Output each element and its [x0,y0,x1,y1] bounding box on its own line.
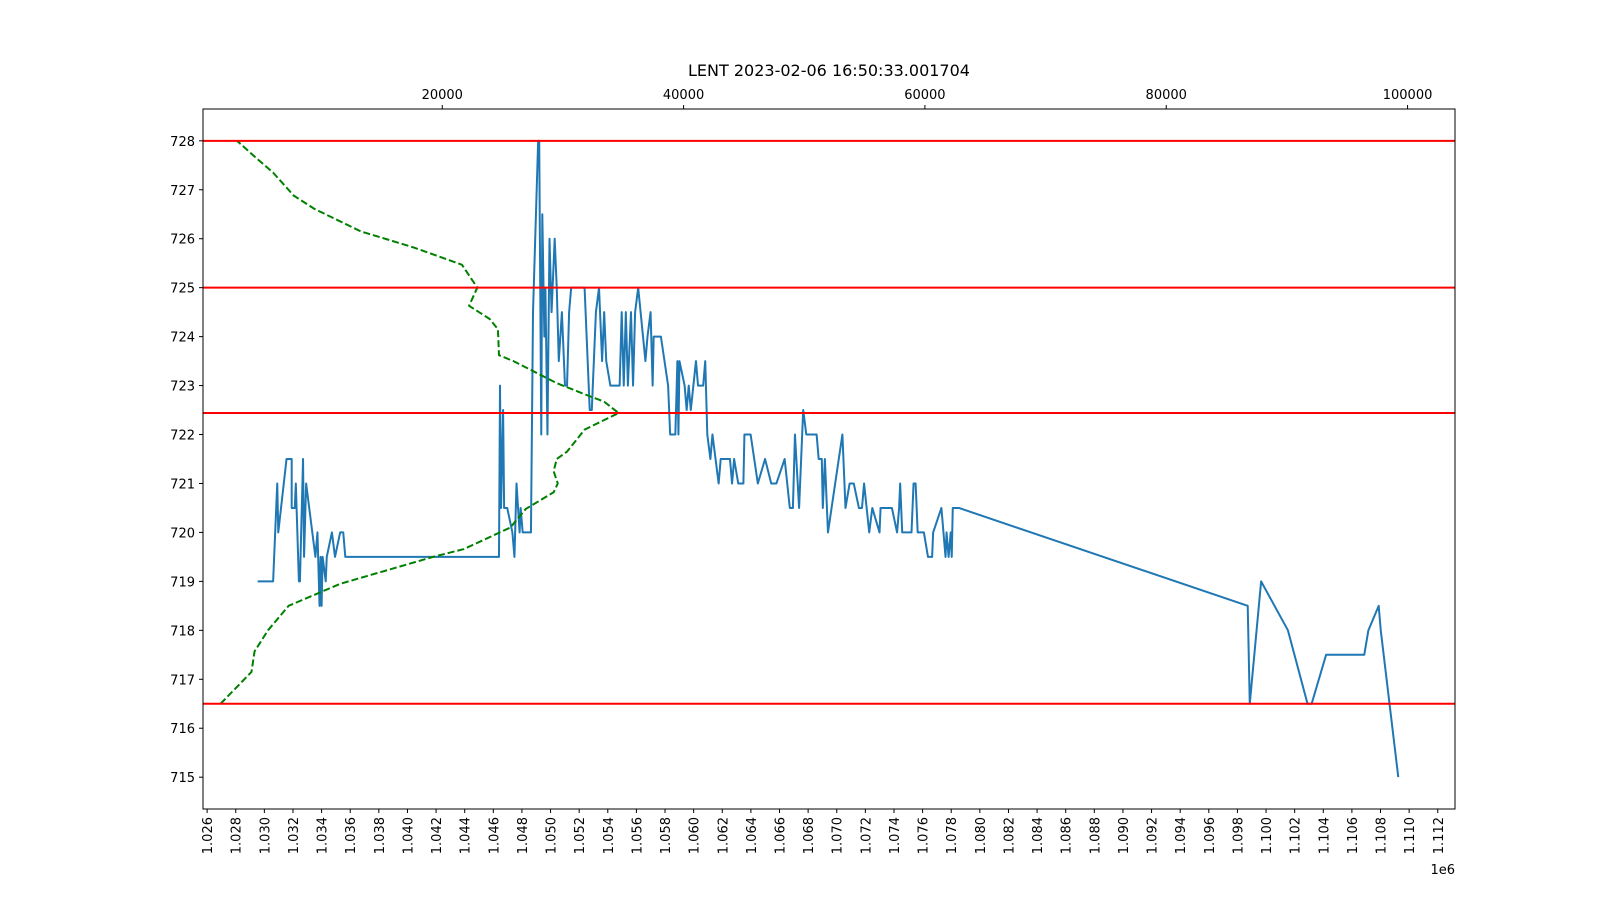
x-tick-label: 1.062 [716,817,731,854]
y-tick-label: 728 [170,135,195,150]
x-tick-label: 1.094 [1174,817,1189,854]
x-tick-label: 1.082 [1002,817,1017,854]
x2-tick-label: 60000 [904,88,945,103]
y-tick-label: 717 [170,673,195,688]
x-tick-label: 1.042 [430,817,445,854]
x-tick-label: 1.052 [573,817,588,854]
plot-frame [202,108,1456,810]
x-tick-label: 1.058 [659,817,674,854]
chart-title: LENT 2023-02-06 16:50:33.001704 [688,61,970,80]
x-tick-label: 1.070 [831,817,846,854]
x2-tick-label: 20000 [422,88,463,103]
x-tick-label: 1.088 [1088,817,1103,854]
x-tick-label: 1.112 [1432,817,1447,854]
y-tick-label: 723 [170,380,195,395]
x-tick-label: 1.098 [1231,817,1246,854]
x2-tick-label: 100000 [1383,88,1433,103]
x-tick-label: 1.090 [1117,817,1132,854]
x-tick-label: 1.106 [1346,817,1361,854]
x-tick-label: 1.072 [859,817,874,854]
x-tick-label: 1.048 [516,817,531,854]
x-tick-label: 1.034 [316,817,331,854]
x-tick-label: 1.100 [1260,817,1275,854]
y-tick-label: 722 [170,429,195,444]
x-tick-label: 1.054 [602,817,617,854]
x-tick-label: 1.096 [1203,817,1218,854]
x-tick-label: 1.110 [1403,817,1418,854]
x-tick-label: 1.036 [344,817,359,854]
x-tick-label: 1.068 [802,817,817,854]
x-tick-label: 1.074 [888,817,903,854]
x-tick-label: 1.080 [974,817,989,854]
x-tick-label: 1.076 [917,817,932,854]
y-tick-label: 721 [170,477,195,492]
x-tick-label: 1.102 [1289,817,1304,854]
y-tick-label: 715 [170,771,195,786]
y-tick-label: 727 [170,184,195,199]
x-tick-label: 1.032 [287,817,302,854]
y-tick-label: 716 [170,722,195,737]
x-tick-label: 1.078 [945,817,960,854]
x-tick-label: 1.030 [258,817,273,854]
y-tick-label: 726 [170,233,195,248]
x-tick-label: 1.064 [745,817,760,854]
x-tick-label: 1.046 [487,817,502,854]
y-tick-label: 725 [170,282,195,297]
x-tick-label: 1.086 [1060,817,1075,854]
x-offset-label: 1e6 [1430,863,1455,878]
price-line [257,139,1400,778]
x-tick-label: 1.056 [630,817,645,854]
x-tick-label: 1.092 [1146,817,1161,854]
x-tick-label: 1.028 [230,817,245,854]
x-tick-label: 1.104 [1317,817,1332,854]
profile-line [219,140,620,705]
y-tick-label: 720 [170,526,195,541]
x2-tick-label: 80000 [1146,88,1187,103]
x2-tick-label: 40000 [663,88,704,103]
y-tick-label: 719 [170,575,195,590]
x-tick-label: 1.108 [1375,817,1390,854]
x-tick-label: 1.040 [401,817,416,854]
x-tick-label: 1.044 [459,817,474,854]
x-tick-label: 1.050 [545,817,560,854]
y-tick-label: 724 [170,331,195,346]
x-tick-label: 1.084 [1031,817,1046,854]
x-tick-label: 1.060 [688,817,703,854]
x-tick-label: 1.026 [201,817,216,854]
y-tick-label: 718 [170,624,195,639]
x-tick-label: 1.066 [774,817,789,854]
x-tick-label: 1.038 [373,817,388,854]
